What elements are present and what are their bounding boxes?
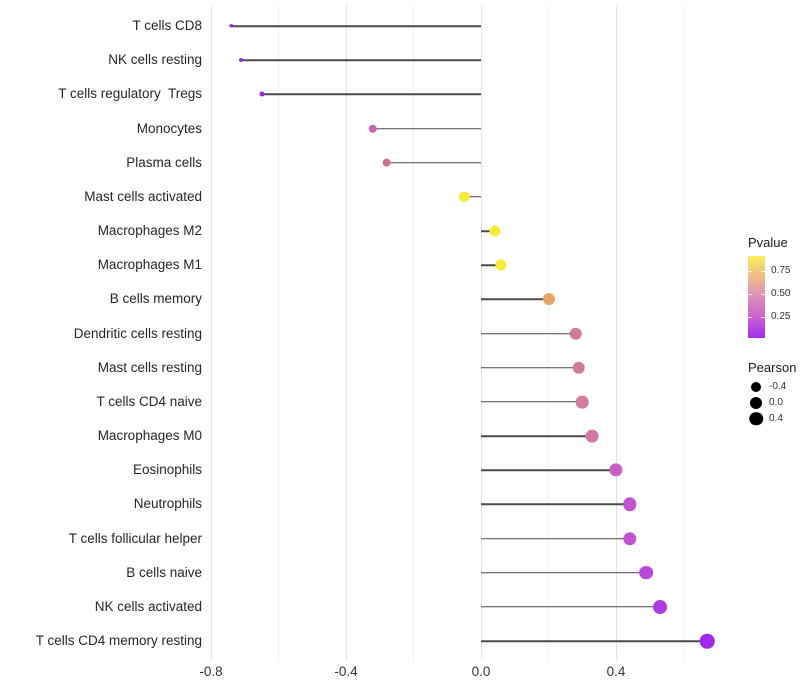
y-axis-label: NK cells activated <box>94 598 202 614</box>
gridline-major <box>615 5 617 661</box>
y-axis-label: T cells follicular helper <box>68 530 202 546</box>
lollipop-dot <box>542 293 555 306</box>
lollipop-dot <box>639 565 654 580</box>
lollipop-stem <box>481 230 495 232</box>
lollipop-stem <box>481 401 583 403</box>
y-axis-label: Mast cells activated <box>84 188 202 204</box>
colorbar-tick-label: 0.50 <box>771 288 791 300</box>
lollipop-stem <box>373 127 481 130</box>
y-axis-label: T cells CD8 <box>132 18 202 33</box>
y-axis-label: Dendritic cells resting <box>73 325 202 341</box>
lollipop-stem <box>481 332 576 335</box>
lollipop-dot <box>239 58 244 63</box>
lollipop-stem <box>481 298 549 301</box>
lollipop-dot <box>495 259 507 271</box>
lollipop-dot <box>569 327 582 340</box>
lollipop-dot <box>259 91 265 97</box>
colorbar-tick <box>761 317 765 319</box>
y-axis-label: Macrophages M2 <box>97 223 202 239</box>
lollipop-stem <box>481 571 647 574</box>
x-axis-tick-label: 0.4 <box>606 664 626 679</box>
colorbar-tick-label: 0.25 <box>771 311 791 323</box>
lollipop-stem <box>481 503 630 506</box>
y-axis-label: Neutrophils <box>133 496 202 512</box>
lollipop-stem <box>481 640 708 642</box>
y-axis-label: Mast cells resting <box>97 359 202 375</box>
colorbar-tick <box>748 294 752 296</box>
y-axis-label: T cells CD4 memory resting <box>35 633 202 649</box>
pearson-legend-title: Pearson <box>748 360 797 375</box>
lollipop-dot <box>622 531 637 546</box>
lollipop-stem <box>481 366 579 369</box>
y-axis-label: NK cells resting <box>108 52 202 68</box>
colorbar-tick <box>748 271 752 273</box>
lollipop-stem <box>231 25 481 27</box>
y-axis-label: T cells CD4 naive <box>96 393 202 409</box>
lollipop-stem <box>464 196 481 198</box>
gridline-minor <box>413 5 414 661</box>
gridline-major <box>345 5 347 661</box>
y-axis-label: B cells naive <box>126 564 202 580</box>
lollipop-stem <box>481 435 593 437</box>
lollipop-stem <box>241 59 481 61</box>
lollipop-dot <box>575 395 589 409</box>
lollipop-stem <box>386 161 481 164</box>
gridline-minor <box>278 5 279 661</box>
pearson-size-circle <box>751 381 761 392</box>
pvalue-legend-title: Pvalue <box>748 235 788 250</box>
y-axis-label: Macrophages M0 <box>97 428 202 444</box>
y-axis-label: Plasma cells <box>126 154 202 170</box>
y-axis-label: Monocytes <box>136 120 202 136</box>
colorbar-tick <box>748 317 752 319</box>
lollipop-stem <box>481 469 616 471</box>
pearson-size-circle <box>749 411 763 426</box>
lollipop-dot <box>368 124 378 133</box>
lollipop-stem <box>261 93 481 96</box>
x-axis-tick-label: 0.0 <box>471 664 491 679</box>
lollipop-dot <box>585 429 599 443</box>
pvalue-colorbar <box>748 256 765 338</box>
lollipop-dot <box>622 497 637 512</box>
pearson-size-label: -0.4 <box>769 380 787 392</box>
colorbar-tick-label: 0.75 <box>771 265 791 277</box>
x-axis-tick-label: -0.8 <box>199 664 223 679</box>
gridline-major <box>210 5 212 661</box>
lollipop-dot <box>229 24 233 28</box>
y-axis-label: Macrophages M1 <box>97 257 202 273</box>
pearson-size-label: 0.4 <box>769 412 783 424</box>
lollipop-stem <box>481 606 660 608</box>
lollipop-dot <box>652 599 667 614</box>
lollipop-stem <box>481 264 502 266</box>
y-axis-label: T cells regulatory Tregs <box>58 86 202 102</box>
colorbar-tick <box>761 271 765 273</box>
lollipop-dot <box>699 633 715 649</box>
lollipop-dot <box>382 158 391 168</box>
lollipop-dot <box>572 361 586 374</box>
pearson-size-circle <box>750 396 762 409</box>
x-axis-tick-label: -0.4 <box>334 664 358 679</box>
y-axis-label: B cells memory <box>109 291 202 307</box>
lollipop-stem <box>481 537 630 540</box>
lollipop-dot <box>488 225 501 237</box>
gridline-minor <box>683 5 684 661</box>
lollipop-dot <box>458 191 470 203</box>
y-axis-label: Eosinophils <box>132 462 202 478</box>
lollipop-dot <box>609 463 623 477</box>
colorbar-tick <box>761 294 765 296</box>
pearson-size-label: 0.0 <box>769 396 783 408</box>
